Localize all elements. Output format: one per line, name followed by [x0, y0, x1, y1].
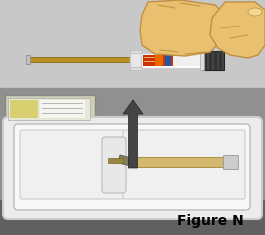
Bar — [155, 55, 163, 66]
Polygon shape — [140, 0, 225, 56]
Ellipse shape — [248, 8, 262, 16]
Bar — [173, 55, 201, 66]
Bar — [202, 51, 224, 70]
Bar — [130, 50, 142, 53]
Bar — [10, 100, 38, 118]
FancyBboxPatch shape — [123, 130, 245, 199]
Bar — [8, 98, 90, 120]
Bar — [130, 52, 142, 68]
Bar — [0, 200, 265, 235]
Bar — [141, 53, 203, 68]
Text: Figure N: Figure N — [177, 214, 243, 228]
Bar — [118, 155, 137, 167]
FancyBboxPatch shape — [3, 117, 262, 219]
Bar — [200, 51, 204, 70]
Bar — [209, 51, 212, 70]
FancyBboxPatch shape — [14, 124, 250, 210]
Bar — [223, 155, 238, 169]
Polygon shape — [210, 2, 265, 58]
Polygon shape — [5, 120, 260, 218]
FancyBboxPatch shape — [102, 137, 126, 193]
Bar — [204, 51, 207, 70]
Bar — [26, 55, 30, 64]
Bar — [143, 55, 173, 66]
Bar — [28, 57, 133, 62]
Bar — [0, 0, 265, 88]
Bar — [108, 158, 123, 163]
FancyBboxPatch shape — [20, 130, 124, 199]
Bar — [165, 55, 171, 66]
Bar — [40, 100, 85, 118]
Bar — [214, 51, 217, 70]
Bar — [0, 88, 265, 218]
FancyArrow shape — [123, 100, 143, 168]
Bar — [5, 95, 95, 123]
Bar — [130, 157, 225, 167]
Bar — [130, 67, 142, 70]
Bar — [219, 51, 222, 70]
